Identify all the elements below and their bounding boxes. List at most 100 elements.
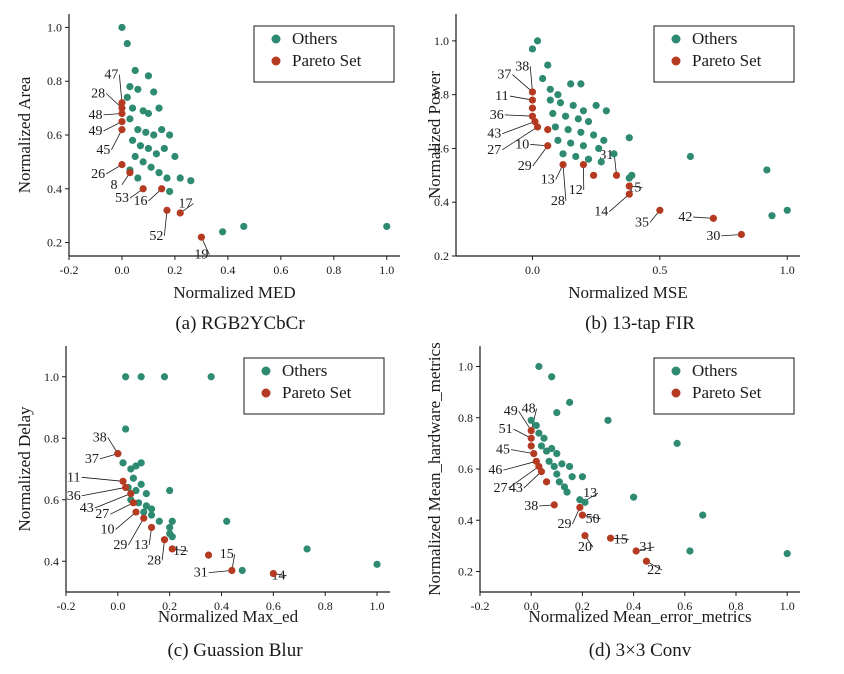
annotation-leader bbox=[502, 126, 538, 151]
point-annotation: 36 bbox=[67, 489, 81, 504]
y-axis-label: Normalized Area bbox=[15, 76, 34, 193]
data-point bbox=[228, 566, 236, 575]
data-point bbox=[551, 123, 559, 131]
point-annotation: 20 bbox=[578, 540, 592, 555]
data-point bbox=[139, 158, 147, 166]
point-annotation: 12 bbox=[173, 544, 187, 559]
data-point bbox=[129, 474, 137, 482]
legend-entry: Pareto Set bbox=[692, 383, 762, 402]
data-point bbox=[132, 486, 140, 495]
data-point bbox=[140, 508, 148, 516]
legend-marker bbox=[671, 34, 681, 44]
data-point bbox=[168, 517, 176, 525]
annotation-leader bbox=[94, 493, 131, 509]
chart-panel-d: -0.2 0.0 0.2 0.4 0.6 0.8 1.0 0.2 0.4 0.6 0.8 1.0 Nor… bbox=[425, 342, 800, 661]
data-point bbox=[581, 498, 589, 506]
data-point bbox=[118, 104, 126, 112]
point-annotation: 43 bbox=[509, 481, 523, 496]
point-annotation: 27 bbox=[487, 143, 501, 158]
point-annotation: 52 bbox=[149, 229, 163, 244]
data-point bbox=[144, 72, 153, 80]
point-annotation: 11 bbox=[67, 470, 80, 485]
y-tick-label: 1.0 bbox=[44, 370, 59, 384]
annotation-leader bbox=[504, 114, 533, 117]
data-point bbox=[147, 505, 156, 513]
point-annotation: 15 bbox=[614, 532, 628, 547]
data-point bbox=[118, 117, 126, 126]
data-point bbox=[134, 126, 142, 134]
y-tick-label: 0.6 bbox=[44, 493, 59, 507]
data-point bbox=[160, 373, 169, 381]
data-point bbox=[558, 460, 566, 468]
point-annotation: 43 bbox=[487, 127, 501, 142]
data-point bbox=[171, 152, 179, 161]
data-point bbox=[158, 185, 166, 193]
legend-marker bbox=[261, 366, 271, 376]
x-tick-label: 0.6 bbox=[677, 599, 692, 613]
y-tick-label: 0.8 bbox=[458, 411, 473, 425]
data-point bbox=[533, 37, 542, 45]
y-tick-label: 0.4 bbox=[434, 195, 449, 209]
data-point bbox=[134, 174, 142, 182]
data-point bbox=[142, 490, 150, 498]
data-point bbox=[625, 134, 633, 142]
point-annotation: 37 bbox=[497, 68, 511, 83]
data-point bbox=[132, 508, 140, 516]
data-point bbox=[625, 190, 633, 198]
point-annotation: 31 bbox=[194, 566, 208, 581]
data-point bbox=[553, 409, 561, 417]
data-point bbox=[114, 450, 122, 458]
data-point bbox=[218, 228, 227, 236]
data-point bbox=[126, 169, 134, 177]
data-point bbox=[139, 185, 147, 193]
annotation-leader bbox=[208, 570, 232, 574]
data-point bbox=[535, 429, 543, 437]
data-point bbox=[176, 174, 184, 182]
x-tick-label: -0.2 bbox=[60, 263, 79, 277]
data-point bbox=[542, 447, 551, 455]
legend-marker bbox=[271, 56, 281, 66]
x-tick-label: 0.2 bbox=[167, 263, 182, 277]
y-tick-label: 0.2 bbox=[458, 565, 473, 579]
data-point bbox=[686, 152, 695, 161]
y-tick-label: 0.6 bbox=[434, 141, 449, 155]
annotation-leader bbox=[81, 476, 124, 482]
point-annotation: 37 bbox=[85, 452, 99, 467]
y-tick-label: 0.8 bbox=[434, 88, 449, 102]
data-point bbox=[142, 502, 150, 510]
data-point bbox=[150, 131, 158, 139]
point-annotation: 27 bbox=[493, 481, 507, 496]
data-point bbox=[555, 478, 563, 486]
legend: Others Pareto Set bbox=[653, 357, 795, 415]
data-point bbox=[528, 45, 537, 53]
data-point bbox=[630, 493, 638, 501]
x-axis-label: Normalized MED bbox=[173, 283, 295, 302]
point-annotation: 48 bbox=[522, 402, 536, 417]
data-point bbox=[147, 523, 156, 532]
y-tick-label: 1.0 bbox=[458, 360, 473, 374]
data-point bbox=[602, 107, 610, 115]
data-point bbox=[527, 434, 535, 442]
data-point bbox=[709, 214, 717, 222]
data-point bbox=[528, 96, 537, 104]
data-point bbox=[142, 128, 150, 136]
data-point bbox=[535, 362, 543, 371]
point-annotation: 43 bbox=[80, 501, 94, 516]
data-point bbox=[123, 93, 131, 101]
data-point bbox=[131, 66, 139, 75]
data-point bbox=[579, 142, 588, 150]
legend-entry: Pareto Set bbox=[292, 51, 362, 70]
x-tick-label: -0.2 bbox=[471, 599, 490, 613]
data-point bbox=[147, 511, 156, 519]
data-point bbox=[168, 545, 176, 553]
point-annotation: 51 bbox=[499, 422, 513, 437]
series-pareto-set bbox=[528, 88, 745, 239]
data-point bbox=[150, 88, 158, 96]
x-tick-label: 0.2 bbox=[575, 599, 590, 613]
point-annotation: 12 bbox=[569, 183, 583, 198]
data-point bbox=[152, 150, 160, 158]
data-point bbox=[238, 566, 246, 575]
data-point bbox=[126, 115, 134, 123]
y-tick-label: 0.4 bbox=[47, 182, 62, 196]
point-annotation: 49 bbox=[504, 404, 518, 419]
